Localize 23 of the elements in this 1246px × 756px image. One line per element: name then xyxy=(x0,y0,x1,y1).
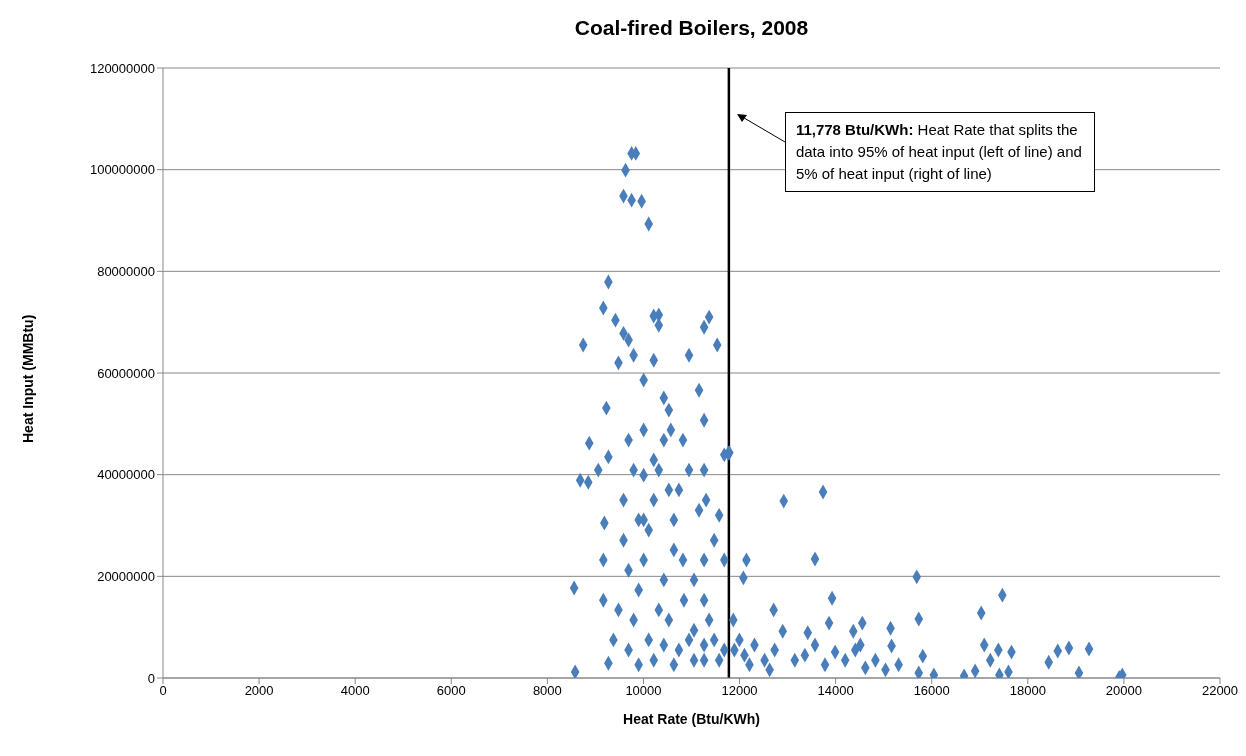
x-tick-label: 0 xyxy=(159,683,167,699)
y-tick-label: 0 xyxy=(147,670,155,686)
y-tick-label: 100000000 xyxy=(89,162,155,178)
x-tick-label: 16000 xyxy=(913,683,950,699)
y-tick-label: 40000000 xyxy=(97,467,155,483)
y-axis-title: Heat Input (MMBtu) xyxy=(19,314,36,443)
x-axis-title: Heat Rate (Btu/KWh) xyxy=(623,711,760,727)
x-tick-label: 14000 xyxy=(817,683,854,699)
x-tick-label: 2000 xyxy=(244,683,274,699)
y-tick-label: 20000000 xyxy=(97,568,155,584)
y-tick-label: 80000000 xyxy=(97,263,155,279)
ref-line-label: 11,778 Btu/KWh: Heat Rate that splits the data into 95% of heat input (left of line) and 5% of heat input (right of line) xyxy=(784,112,1095,192)
x-tick-label: 18000 xyxy=(1009,683,1046,699)
y-tick-label: 60000000 xyxy=(97,365,155,381)
chart-title: Coal-fired Boilers, 2008 xyxy=(573,16,810,40)
x-tick-label: 6000 xyxy=(436,683,466,699)
x-tick-label: 22000 xyxy=(1201,683,1239,699)
x-tick-label: 10000 xyxy=(625,683,662,699)
y-tick-label: 120000000 xyxy=(89,60,155,76)
x-tick-label: 8000 xyxy=(532,683,562,699)
x-tick-label: 20000 xyxy=(1105,683,1142,699)
x-tick-label: 4000 xyxy=(340,683,370,699)
x-tick-label: 12000 xyxy=(721,683,758,699)
